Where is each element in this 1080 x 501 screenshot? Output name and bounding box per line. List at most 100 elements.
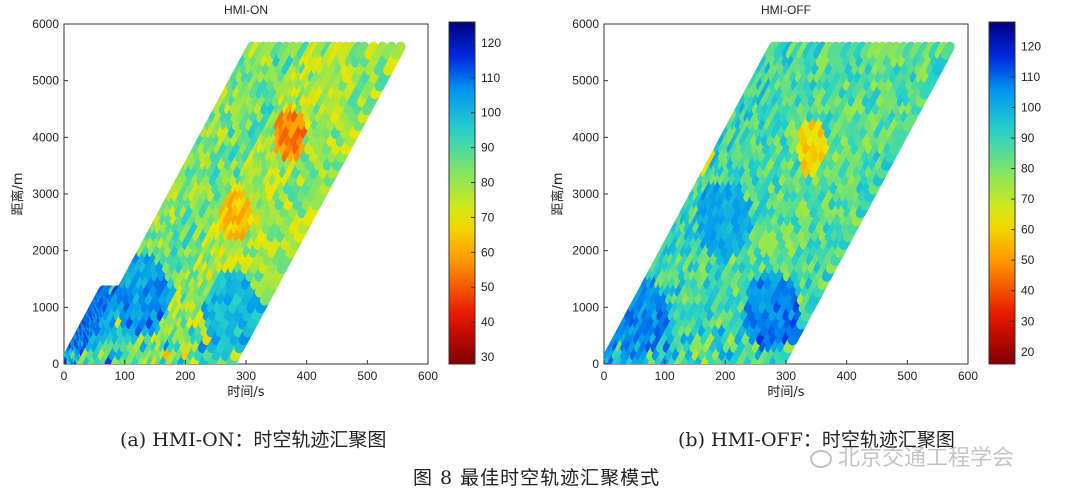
colorbar-tick-label: 110 <box>481 71 500 85</box>
trajectory-segment <box>355 41 370 60</box>
colorbar-tick-label: 40 <box>1021 284 1035 298</box>
trajectory-segment <box>894 41 909 60</box>
y-tick-label: 5000 <box>32 74 59 88</box>
y-tick-label: 2000 <box>32 244 59 258</box>
x-axis-label: 时间/s <box>227 385 264 400</box>
subfigure-caption-b: (b) HMI-OFF：时空轨迹汇聚图 <box>678 429 955 451</box>
colorbar-tick-label: 90 <box>1021 131 1035 145</box>
trajectory-segment <box>879 41 895 60</box>
x-tick-label: 600 <box>958 369 978 383</box>
y-tick-label: 6000 <box>32 17 59 31</box>
chart-title: HMI-ON <box>224 3 268 17</box>
trajectory-segment <box>922 41 937 60</box>
x-tick-label: 0 <box>61 369 68 383</box>
trajectory-segment <box>901 41 916 60</box>
colorbar-tick-label: 70 <box>1021 192 1035 206</box>
trajectory-segment <box>391 41 406 60</box>
y-tick-label: 1000 <box>32 300 59 314</box>
y-tick-label: 4000 <box>32 130 59 144</box>
x-axis-label: 时间/s <box>767 385 804 400</box>
y-tick-label: 2000 <box>572 244 599 258</box>
trajectory-segment <box>928 41 943 60</box>
y-tick-label: 1000 <box>572 300 599 314</box>
subfigure-caption-a: (a) HMI-ON：时空轨迹汇聚图 <box>120 429 387 451</box>
trajectory-segment <box>290 41 305 60</box>
chart-hmi-on: 0 100 200 300 400 500 600 0 1000 2000 3000 4000 5000… <box>0 0 540 420</box>
colorbar <box>448 21 476 365</box>
x-tick-label: 400 <box>837 369 857 383</box>
x-tick-label: 100 <box>655 369 675 383</box>
colorbar-tick-label: 80 <box>1021 162 1035 176</box>
x-tick-label: 200 <box>715 369 735 383</box>
trajectory-segment <box>296 41 312 60</box>
wechat-icon <box>810 450 832 468</box>
trajectory-segment <box>324 41 339 60</box>
trajectory-segment <box>342 41 358 60</box>
y-tick-label: 6000 <box>572 17 599 31</box>
y-tick-label: 0 <box>52 357 59 371</box>
x-tick-label: 300 <box>776 369 796 383</box>
colorbar-tick-label: 120 <box>1021 39 1041 53</box>
y-axis-label: 距离/m <box>10 172 26 215</box>
colorbar-tick-label: 90 <box>481 141 495 155</box>
trajectory-segment <box>934 41 949 60</box>
colorbar-tick-label: 30 <box>1021 314 1035 328</box>
trajectory-segment <box>839 41 855 60</box>
colorbar-tick-label: 70 <box>481 210 495 224</box>
trajectory-segment <box>846 41 861 60</box>
y-tick-label: 0 <box>592 357 599 371</box>
trajectory-segment <box>819 41 835 60</box>
figure-caption: 图 8 最佳时空轨迹汇聚模式 <box>413 467 661 489</box>
watermark: 北京交通工程学会 <box>810 440 1014 472</box>
colorbar-tick-label: 50 <box>1021 253 1035 267</box>
trajectory-segment <box>859 41 875 60</box>
trajectory-segment <box>873 41 888 60</box>
trajectory-segment <box>373 41 388 60</box>
x-tick-label: 200 <box>175 369 195 383</box>
trajectory-group <box>64 41 406 364</box>
trajectory-segment <box>887 41 902 60</box>
y-tick-label: 5000 <box>572 74 599 88</box>
colorbar-tick-label: 60 <box>1021 223 1035 237</box>
colorbar-tick-label: 50 <box>481 280 495 294</box>
y-tick-label: 4000 <box>572 130 599 144</box>
trajectory-segment <box>364 41 379 60</box>
y-axis-label: 距离/m <box>550 172 566 215</box>
x-tick-label: 300 <box>236 369 256 383</box>
x-tick-label: 0 <box>601 369 608 383</box>
colorbar-tick-label: 60 <box>481 245 495 259</box>
trajectory-segment <box>826 41 841 60</box>
chart-hmi-off: 0 100 200 300 400 500 600 0 1000 2000 3000 4000 5000… <box>540 0 1080 420</box>
trajectory-segment <box>336 41 352 60</box>
colorbar <box>988 21 1016 365</box>
y-tick-label: 3000 <box>32 187 59 201</box>
colorbar-tick-label: 100 <box>481 106 501 120</box>
trajectory-segment <box>382 41 397 60</box>
trajectory-segment <box>909 41 924 60</box>
x-tick-label: 500 <box>897 369 917 383</box>
watermark-text: 北京交通工程学会 <box>838 446 1015 471</box>
x-tick-label: 100 <box>115 369 135 383</box>
chart-title: HMI-OFF <box>761 3 811 17</box>
trajectory-segment <box>940 41 955 60</box>
trajectory-segment <box>916 41 931 60</box>
trajectory-segment <box>833 41 848 60</box>
trajectory-segment <box>853 41 868 60</box>
trajectory-group <box>604 41 955 364</box>
chart-hmi-on-svg: 0 100 200 300 400 500 600010002000300040005000… <box>10 3 501 400</box>
trajectory-segment <box>270 41 285 60</box>
trajectory-segment <box>330 41 346 60</box>
trajectory-segment <box>276 41 292 60</box>
trajectory-segment <box>348 41 364 60</box>
trajectory-segment <box>866 41 881 60</box>
colorbar-tick-label: 110 <box>1021 70 1040 84</box>
trajectory-segment <box>813 41 828 60</box>
chart-hmi-off-svg: 0 100 200 300 400 500 600010002000300040005000… <box>550 3 1041 400</box>
colorbar-tick-label: 40 <box>481 315 495 329</box>
x-tick-label: 400 <box>297 369 317 383</box>
colorbar-tick-label: 30 <box>481 350 495 364</box>
trajectory-segment <box>283 41 298 60</box>
x-tick-label: 500 <box>357 369 377 383</box>
colorbar-tick-label: 120 <box>481 36 501 50</box>
colorbar-tick-label: 20 <box>1021 345 1035 359</box>
